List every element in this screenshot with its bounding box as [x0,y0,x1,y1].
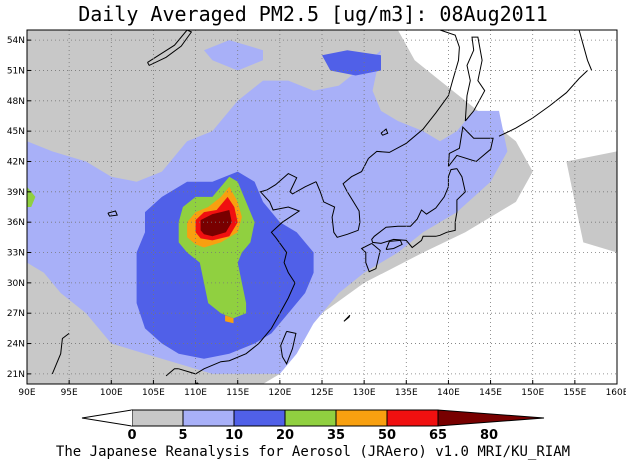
coastline-shikoku [385,239,403,250]
coastline-kamchatka [578,30,593,71]
colorbar-arrow-low [81,409,133,427]
tick-label-lon: 145E [479,388,502,398]
tick-label-lat: 27N [7,309,25,319]
coastline-taiwan [280,330,297,365]
tick-label-lon: 135E [395,388,418,398]
axis-tick-layer: 90E 95E 100E 105E 110E 115E 120E 125E 130E 135E 14… [7,36,626,398]
tick-label-lon: 90E [18,388,35,398]
colorbar-segment-5 [131,409,184,427]
contour-region-80-0 [200,210,232,237]
tick-label-lon: 140E [437,388,460,398]
coastline-layer [51,30,593,384]
colorbar-arrow-high [437,409,545,427]
coastline-russia-coast [368,30,460,159]
tick-label-lon: 130E [353,388,376,398]
map-title: Daily Averaged PM2.5 [ug/m3]: 08Aug2011 [78,2,548,26]
coastline-sakhalin [464,36,486,122]
colorbar-label: 20 [276,428,294,443]
tick-label-lat: 45N [7,127,25,137]
tick-label-lon: 160E [606,388,626,398]
gridline-layer [27,30,617,384]
contour-region-50-1 [225,315,234,324]
colorbar-segment-20 [233,409,286,427]
tick-label-lat: 33N [7,249,25,259]
colorbar-label: 35 [327,428,345,443]
tick-label-lat: 39N [7,188,25,198]
tick-label-lat: 51N [7,66,25,76]
tick-label-lat: 21N [7,370,25,380]
contour-region-10-1 [204,40,263,71]
coastline-ryukyu [343,314,351,322]
tick-label-lon: 155E [563,388,586,398]
coastline-china-coast [178,173,317,375]
colorbar-label: 10 [225,428,243,443]
tick-label-lon: 95E [61,388,78,398]
tick-label-lon: 150E [521,388,544,398]
colorbar-segment-65 [386,409,439,427]
coastline-lake-qinghai [107,210,118,217]
coastline-kyushu [360,242,381,273]
coastline-indochina-north [165,368,179,377]
credit-text: The Japanese Reanalysis for Aerosol (JRA… [55,444,571,460]
colorbar-segment-10 [182,409,235,427]
contour-region-5-1 [566,151,617,253]
coastline-korea [315,158,369,238]
tick-label-lon: 125E [311,388,334,398]
tick-label-lon: 100E [100,388,123,398]
tick-label-lon: 115E [226,388,249,398]
colorbar-label: 65 [429,428,447,443]
coastline-bohai-small [51,333,70,375]
colorbar-segment-35 [284,409,337,427]
tick-label-lon: 105E [142,388,165,398]
colorbar-label: 80 [480,428,498,443]
colorbar-segment-50 [335,409,388,427]
colorbar: 0 5 10 20 35 50 65 80 [81,409,545,443]
coastline-hokkaido [447,126,494,167]
tick-label-lat: 36N [7,218,25,228]
coastline-lake-baikal [147,30,193,67]
colorbar-label: 5 [178,428,187,443]
contour-region-20-1 [322,50,381,76]
tick-label-lat: 30N [7,279,25,289]
coastline-khanka-lake [380,128,389,136]
tick-label-lat: 42N [7,157,25,167]
tick-label-lon: 110E [184,388,207,398]
tick-label-lon: 120E [268,388,291,398]
coastline-kurils [498,70,588,137]
colorbar-segment-0 [131,410,132,426]
tick-label-lat: 24N [7,340,25,350]
tick-label-lat: 48N [7,97,25,107]
colorbar-label: 50 [378,428,396,443]
tick-label-lat: 54N [7,36,25,46]
colorbar-label: 0 [127,428,136,443]
